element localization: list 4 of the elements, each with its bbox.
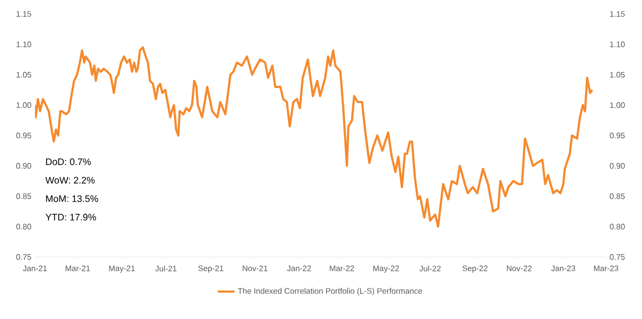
annotation: YTD: 17.9% — [46, 214, 96, 220]
annotation: DoD: 0.7% — [46, 158, 91, 166]
annotation: WoW: 2.2% — [45, 176, 95, 184]
annotation: MoM: 13.5% — [46, 195, 98, 202]
